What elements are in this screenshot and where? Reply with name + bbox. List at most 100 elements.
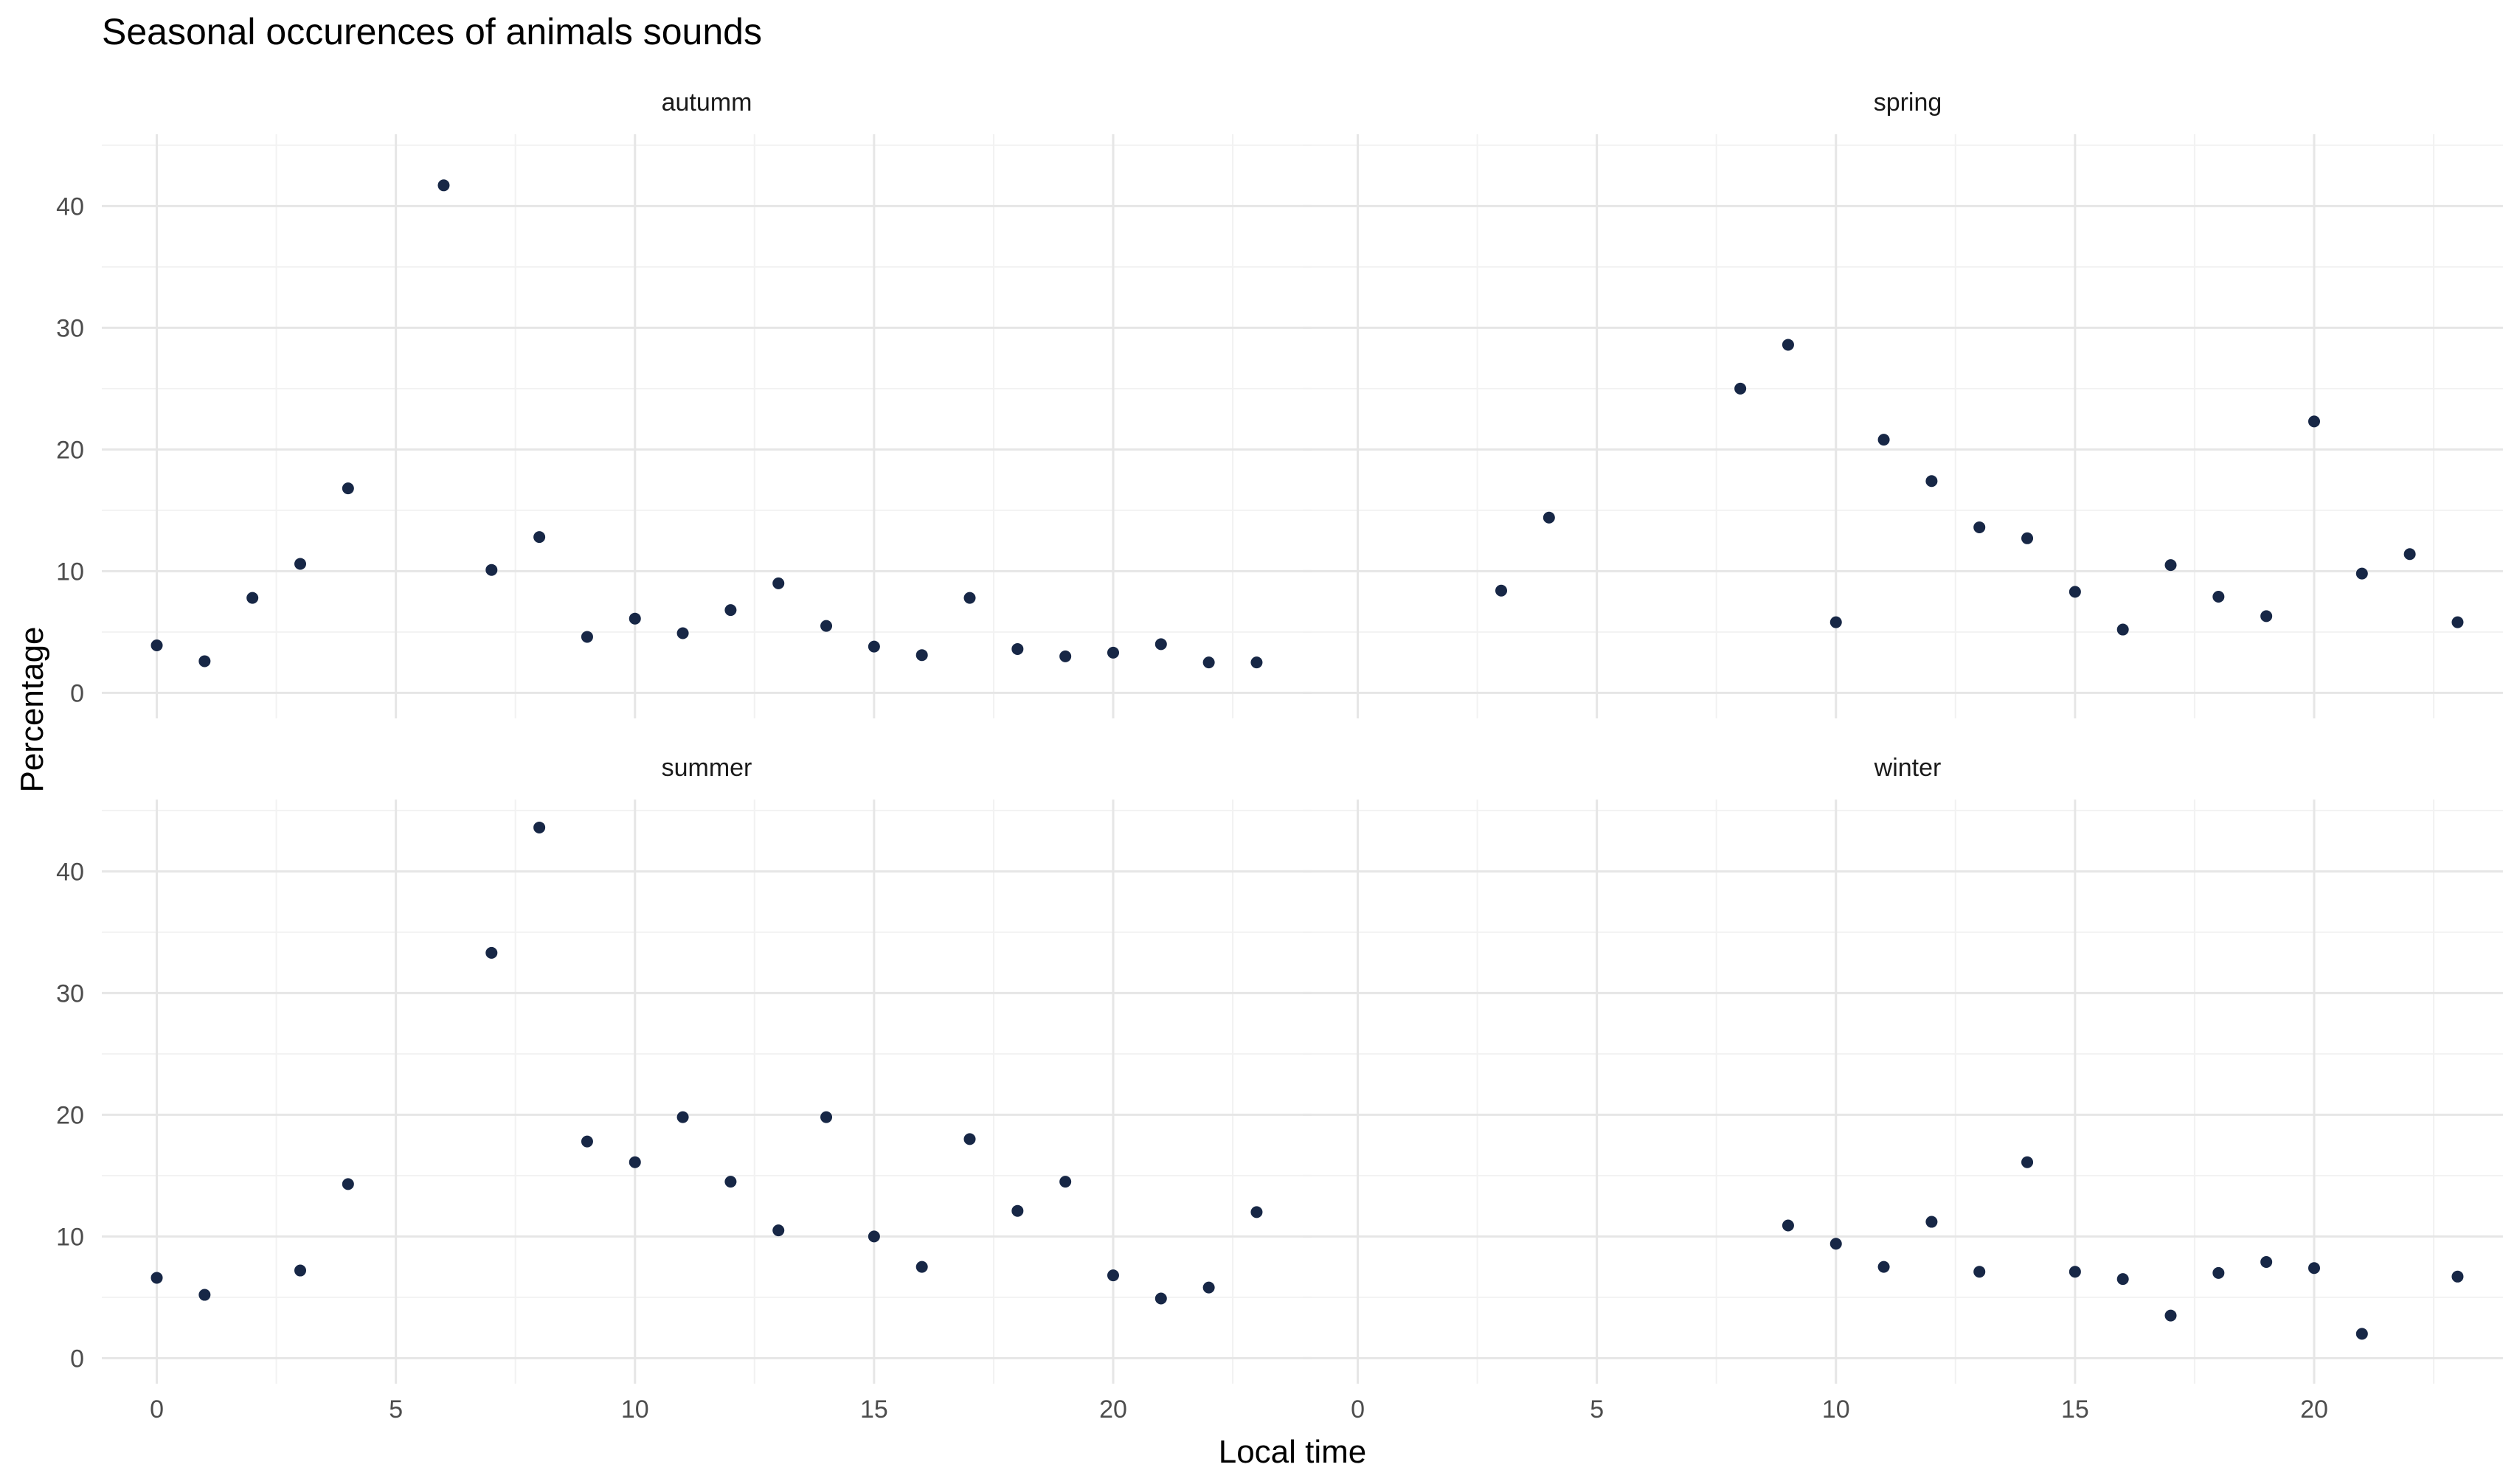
x-tick-label: 0 <box>1351 1395 1365 1424</box>
data-point <box>485 564 498 576</box>
data-point <box>1782 1219 1794 1232</box>
data-point <box>1202 656 1215 669</box>
y-axis-label: Percentage <box>14 626 50 792</box>
facet-panel-spring: spring <box>1303 89 2503 718</box>
y-tick-label: 40 <box>56 858 84 886</box>
data-point <box>581 631 593 643</box>
data-point <box>2355 567 2368 580</box>
data-point <box>2164 559 2177 572</box>
data-point <box>2068 1266 2081 1278</box>
x-axis-label: Local time <box>1219 1434 1367 1470</box>
data-point <box>2068 586 2081 598</box>
data-point <box>2403 548 2416 561</box>
data-point <box>2308 415 2320 428</box>
data-point <box>1011 1204 1024 1217</box>
y-tick-label: 30 <box>56 979 84 1008</box>
data-point <box>2260 1256 2273 1268</box>
data-point <box>342 482 354 495</box>
data-point <box>1829 1238 1842 1250</box>
facet-panel-autumm: autumm 0 10 20 30 40 <box>56 89 1312 718</box>
data-point <box>1059 1176 1072 1188</box>
data-point <box>294 558 307 570</box>
data-point <box>1877 434 1890 446</box>
data-point <box>1250 1206 1263 1218</box>
facet-panel-summer: summer 0 10 20 30 40 0 5 10 15 20 <box>56 754 1312 1424</box>
data-point <box>1877 1261 1890 1273</box>
data-point <box>1154 1292 1167 1305</box>
data-point <box>1925 475 1938 488</box>
data-point <box>676 1111 689 1123</box>
data-point <box>2021 1156 2034 1168</box>
data-point <box>2451 616 2464 628</box>
data-point <box>772 577 785 589</box>
data-point <box>772 1224 785 1237</box>
x-tick-label: 15 <box>2061 1395 2089 1424</box>
data-point <box>198 1289 211 1301</box>
data-point <box>724 1176 737 1188</box>
y-tick-label: 0 <box>70 1345 84 1373</box>
data-point <box>820 620 833 632</box>
data-point <box>2116 1273 2129 1286</box>
chart-title: Seasonal occurences of animals sounds <box>102 11 762 52</box>
data-point <box>1202 1281 1215 1294</box>
facet-strip-label: winter <box>1874 754 1942 782</box>
data-point <box>963 1133 976 1145</box>
data-point <box>2451 1270 2464 1283</box>
y-tick-label: 20 <box>56 436 84 464</box>
data-point <box>915 649 928 662</box>
data-point <box>1250 656 1263 669</box>
data-point <box>1107 1269 1119 1282</box>
data-point <box>2164 1309 2177 1322</box>
x-tick-label: 0 <box>150 1395 164 1424</box>
facet-strip-label: autumm <box>662 89 752 117</box>
data-point <box>2355 1328 2368 1340</box>
x-tick-label: 20 <box>2300 1395 2328 1424</box>
data-point <box>533 531 546 544</box>
data-point <box>485 946 498 959</box>
facet-panel-winter: winter 0 5 10 15 20 <box>1303 754 2503 1424</box>
y-tick-label: 30 <box>56 314 84 342</box>
data-point <box>294 1264 307 1277</box>
x-tick-label: 5 <box>1590 1395 1604 1424</box>
data-point <box>868 1230 880 1243</box>
data-point <box>342 1178 354 1190</box>
data-point <box>1059 650 1072 662</box>
data-point <box>2308 1262 2320 1275</box>
x-tick-label: 10 <box>1822 1395 1850 1424</box>
data-point <box>581 1135 593 1148</box>
data-point <box>915 1261 928 1273</box>
y-tick-label: 10 <box>56 1223 84 1251</box>
data-point <box>1829 616 1842 628</box>
x-tick-label: 15 <box>860 1395 888 1424</box>
data-point <box>1973 1266 1986 1278</box>
data-point <box>150 639 163 651</box>
data-point <box>2212 1266 2225 1279</box>
data-point <box>2212 591 2225 603</box>
data-point <box>533 821 546 833</box>
data-point <box>1495 584 1508 597</box>
data-point <box>1734 382 1747 395</box>
data-point <box>724 604 737 617</box>
y-tick-label: 10 <box>56 558 84 586</box>
data-point <box>1925 1216 1938 1228</box>
facet-strip-label: spring <box>1874 89 1942 117</box>
data-point <box>1107 646 1119 659</box>
facet-strip-label: summer <box>662 754 752 782</box>
data-point <box>2021 532 2034 544</box>
data-point <box>868 640 880 653</box>
data-point <box>1973 521 1986 533</box>
data-point <box>963 592 976 604</box>
y-tick-label: 20 <box>56 1101 84 1129</box>
data-point <box>437 179 450 192</box>
y-tick-label: 40 <box>56 193 84 221</box>
data-point <box>820 1111 833 1123</box>
data-point <box>198 655 211 668</box>
data-point <box>629 1156 641 1168</box>
data-point <box>2260 610 2273 623</box>
data-point <box>1011 642 1024 655</box>
facet-panels: autumm 0 10 20 30 40 spring summer 0 10 20 30 40 0 5 10… <box>56 89 2503 1424</box>
data-point <box>2116 623 2129 636</box>
data-point <box>1782 339 1794 351</box>
y-tick-label: 0 <box>70 679 84 707</box>
